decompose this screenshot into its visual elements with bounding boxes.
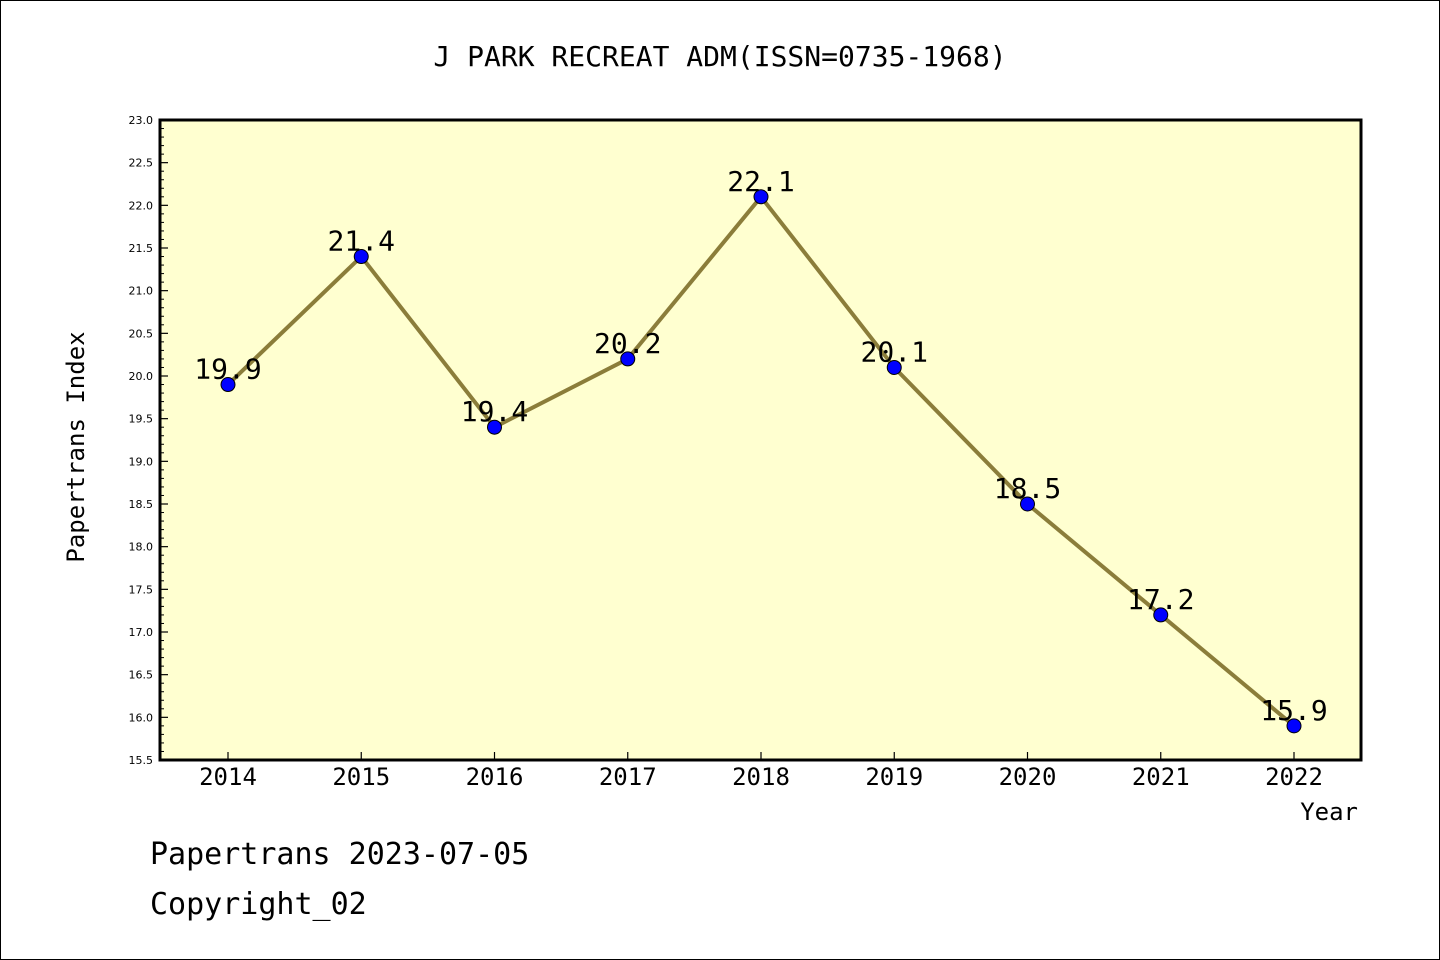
y-tick-label: 18.5 xyxy=(129,498,154,511)
data-label: 19.4 xyxy=(461,395,528,428)
y-tick-label: 20.0 xyxy=(129,370,154,383)
footer-copyright: Copyright_02 xyxy=(150,887,367,922)
data-point xyxy=(1153,607,1169,623)
y-tick-label: 15.5 xyxy=(129,754,154,767)
data-point xyxy=(620,351,636,367)
x-tick-label: 2021 xyxy=(1132,763,1190,791)
x-tick-label: 2014 xyxy=(199,763,257,791)
y-tick-label: 16.5 xyxy=(129,669,154,682)
data-label: 21.4 xyxy=(328,225,395,258)
x-tick-label: 2016 xyxy=(466,763,524,791)
y-tick-label: 23.0 xyxy=(129,114,154,127)
data-point xyxy=(886,359,902,375)
y-tick-label: 21.0 xyxy=(129,285,154,298)
x-tick-label: 2020 xyxy=(999,763,1057,791)
data-label: 15.9 xyxy=(1260,694,1327,727)
y-tick-label: 21.5 xyxy=(129,242,154,255)
x-tick-label: 2019 xyxy=(865,763,923,791)
data-point xyxy=(753,189,769,205)
data-label: 20.1 xyxy=(861,335,928,368)
y-tick-label: 22.5 xyxy=(129,157,154,170)
y-tick-label: 17.5 xyxy=(129,583,154,596)
y-tick-label: 17.0 xyxy=(129,626,154,639)
series-layer xyxy=(220,189,1302,734)
chart-title: J PARK RECREAT ADM(ISSN=0735-1968) xyxy=(433,40,1006,73)
y-tick-label: 20.5 xyxy=(129,327,154,340)
data-label: 19.9 xyxy=(194,353,261,386)
plot-area xyxy=(158,118,1363,762)
data-point xyxy=(1020,496,1035,512)
data-point xyxy=(1286,718,1302,734)
footer-date: Papertrans 2023-07-05 xyxy=(150,837,529,872)
data-point xyxy=(353,249,369,265)
data-label: 22.1 xyxy=(727,165,794,198)
data-label: 20.2 xyxy=(594,327,661,360)
data-label: 17.2 xyxy=(1127,583,1194,616)
y-axis-label: Papertrans Index xyxy=(62,331,90,562)
y-tick-label: 19.0 xyxy=(129,455,154,468)
x-axis-ticks: 2014 2015 2016 2017 2018 2019 2020 2021 2022 xyxy=(199,752,1323,791)
x-axis-label: Year xyxy=(1300,798,1358,826)
y-tick-label: 16.0 xyxy=(129,711,154,724)
data-label: 18.5 xyxy=(994,472,1061,505)
y-tick-label: 22.0 xyxy=(129,199,154,212)
x-tick-label: 2018 xyxy=(732,763,790,791)
y-axis-ticks: 15.5 16.0 16.5 17.0 17.5 18.0 18.5 19.0 19.5 20.0… xyxy=(129,114,168,767)
x-tick-label: 2022 xyxy=(1265,763,1323,791)
data-point xyxy=(220,377,236,393)
data-point xyxy=(487,419,502,435)
y-tick-label: 19.5 xyxy=(129,413,154,426)
x-tick-label: 2017 xyxy=(599,763,657,791)
y-tick-label: 18.0 xyxy=(129,541,154,554)
data-label-layer: 19.9 21.4 19.4 20.2 22.1 20.1 18.5 17.2 15.9 xyxy=(194,165,1327,727)
x-tick-label: 2015 xyxy=(332,763,390,791)
